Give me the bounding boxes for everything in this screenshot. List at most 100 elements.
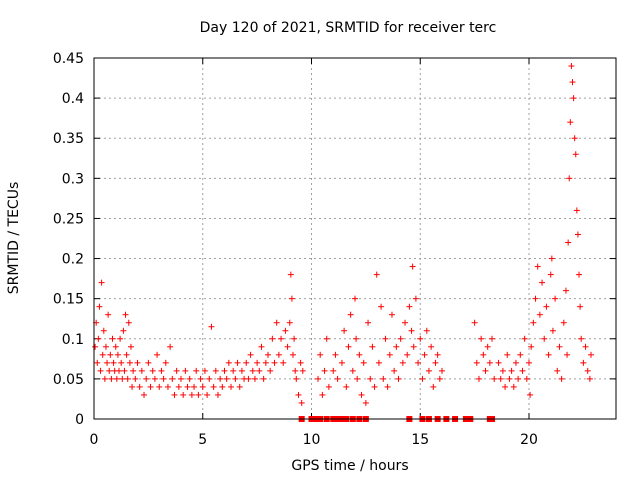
data-point	[120, 327, 127, 334]
data-point	[506, 375, 513, 382]
data-point	[269, 335, 276, 342]
data-point	[114, 351, 121, 358]
data-point	[587, 351, 594, 358]
data-point	[173, 367, 180, 374]
data-point	[171, 391, 178, 398]
data-point	[352, 295, 358, 302]
data-point	[564, 351, 571, 358]
y-tick-label: 0.35	[53, 131, 84, 147]
data-point	[428, 343, 435, 350]
data-point	[102, 343, 109, 350]
x-tick-label: 20	[520, 432, 538, 448]
data-point	[497, 375, 504, 382]
data-point	[184, 383, 191, 390]
data-point	[330, 367, 337, 374]
data-point	[397, 335, 404, 342]
data-point	[243, 359, 250, 366]
data-point	[499, 367, 506, 374]
data-point	[169, 375, 176, 382]
data-point	[486, 359, 493, 366]
data-point	[570, 95, 577, 102]
grid-layer	[94, 58, 616, 419]
data-point	[508, 367, 515, 374]
data-point	[175, 383, 182, 390]
data-point	[439, 367, 445, 374]
data-point	[365, 319, 372, 326]
data-point	[167, 343, 174, 350]
data-point	[478, 335, 485, 342]
data-point	[106, 367, 113, 374]
data-point	[582, 343, 589, 350]
data-point	[573, 207, 580, 214]
plot-frame	[93, 57, 617, 420]
data-point	[556, 343, 563, 350]
data-point	[164, 383, 171, 390]
data-point	[130, 367, 137, 374]
x-tick-label: 5	[198, 432, 207, 448]
data-point	[421, 351, 428, 358]
data-point	[369, 343, 376, 350]
data-point	[118, 359, 125, 366]
data-point	[104, 359, 111, 366]
data-point	[262, 359, 269, 366]
data-point	[415, 359, 422, 366]
data-point	[121, 367, 128, 374]
data-point	[547, 271, 554, 278]
data-point	[519, 367, 526, 374]
data-point	[549, 327, 556, 334]
data-point	[388, 311, 395, 318]
data-point	[517, 351, 524, 358]
data-point	[410, 343, 417, 350]
data-point	[338, 359, 345, 366]
data-point	[543, 303, 550, 310]
data-point	[380, 375, 387, 382]
data-point	[562, 287, 569, 294]
data-point	[96, 303, 103, 310]
data-point	[99, 351, 106, 358]
data-point	[495, 359, 502, 366]
data-point	[434, 351, 441, 358]
data-point	[208, 323, 215, 330]
data-point	[539, 279, 546, 286]
data-point	[149, 367, 156, 374]
data-point	[430, 383, 437, 390]
data-point	[141, 391, 148, 398]
data-point	[432, 359, 439, 366]
data-point	[126, 359, 133, 366]
data-point	[584, 367, 591, 374]
data-point	[154, 351, 161, 358]
data-point	[219, 383, 226, 390]
data-point	[569, 79, 576, 86]
data-point	[258, 343, 265, 350]
y-tick-label: 0	[75, 412, 84, 428]
data-point	[317, 351, 324, 358]
data-point	[204, 391, 211, 398]
data-point	[143, 375, 150, 382]
data-point	[571, 135, 578, 142]
data-point	[249, 367, 256, 374]
data-point	[577, 303, 584, 310]
data-point	[206, 375, 213, 382]
data-point	[180, 391, 187, 398]
data-point	[182, 367, 189, 374]
data-point	[113, 375, 120, 382]
data-point	[378, 303, 385, 310]
data-point	[129, 383, 136, 390]
y-tick-label: 0.25	[53, 211, 84, 227]
data-point	[526, 359, 532, 366]
y-tick-label: 0.05	[53, 372, 84, 388]
data-point	[375, 359, 382, 366]
data-point	[347, 311, 354, 318]
data-point	[567, 119, 574, 126]
data-point	[288, 295, 295, 302]
data-point	[321, 367, 328, 374]
data-point	[293, 375, 300, 382]
data-point	[160, 375, 167, 382]
data-point	[560, 319, 567, 326]
data-point	[586, 375, 593, 382]
data-point	[271, 359, 278, 366]
data-point	[409, 263, 416, 270]
data-point	[212, 367, 219, 374]
data-point	[349, 367, 356, 374]
data-point	[384, 383, 391, 390]
